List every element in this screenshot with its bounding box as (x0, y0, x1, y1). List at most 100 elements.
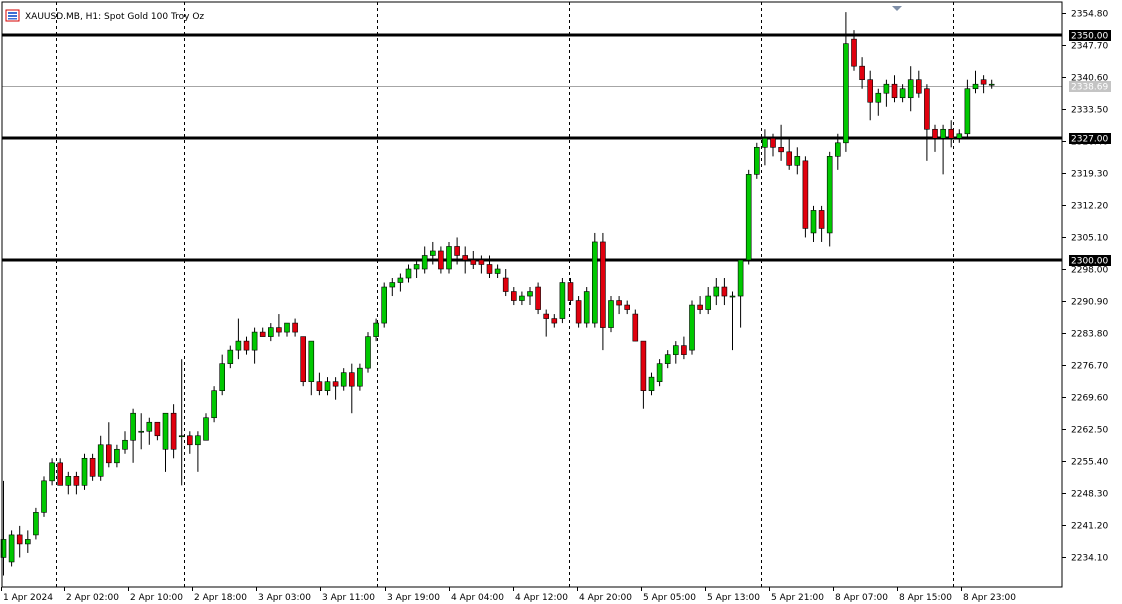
candle-body (940, 128, 946, 139)
candle (915, 70, 922, 98)
candle (616, 296, 622, 315)
candle (65, 471, 72, 495)
candle-body (308, 340, 315, 382)
candle-body (689, 304, 695, 351)
candle (348, 363, 355, 414)
candle (794, 147, 801, 175)
shift-marker-icon[interactable] (892, 6, 902, 11)
time-tick-label: 2 Apr 18:00 (194, 593, 247, 603)
candle (73, 471, 80, 495)
candle (567, 278, 574, 306)
candle (737, 259, 744, 328)
candle (656, 359, 663, 387)
candle (308, 340, 315, 396)
candle-body (413, 264, 420, 270)
candle-body (899, 88, 906, 99)
candle (964, 79, 971, 139)
candle-body (762, 137, 768, 148)
candle-body (365, 336, 371, 369)
candle-body (478, 259, 485, 265)
candle (284, 322, 290, 337)
candle (49, 458, 55, 486)
candle (154, 421, 161, 441)
candle (583, 287, 590, 328)
candle-body (146, 421, 153, 432)
candle-body (502, 277, 509, 292)
candle (389, 278, 396, 297)
price-tick-label: 2305.10 (1071, 234, 1108, 244)
candle-body (187, 435, 193, 446)
candle-body (583, 291, 590, 324)
candle (106, 422, 112, 468)
candle (843, 12, 849, 152)
candle-body (729, 295, 736, 298)
candle (251, 327, 258, 364)
candle (462, 246, 469, 274)
candle (834, 133, 841, 170)
candle-body (932, 128, 938, 139)
candle (527, 287, 533, 306)
candle (114, 444, 120, 468)
level-label-box (1069, 133, 1111, 144)
candle (956, 129, 963, 143)
candle-body (41, 480, 47, 513)
candle-body (397, 277, 404, 283)
candle-body (421, 255, 428, 270)
candle (89, 453, 96, 481)
time-tick-label: 8 Apr 15:00 (899, 593, 952, 603)
candle (664, 350, 671, 369)
candle-body (300, 336, 307, 382)
time-tick-label: 5 Apr 05:00 (643, 593, 696, 603)
candle-body (705, 295, 712, 310)
candle-body (357, 367, 363, 387)
candle-body (956, 133, 963, 139)
candle (770, 133, 776, 157)
candle (340, 368, 347, 391)
candle (316, 372, 323, 396)
price-tick-label: 2283.80 (1071, 330, 1108, 340)
candle (721, 278, 728, 306)
candle-body (154, 421, 161, 437)
candle (810, 205, 817, 242)
time-tick-label: 8 Apr 07:00 (835, 593, 888, 603)
candle (130, 408, 136, 463)
candle (227, 345, 234, 369)
horizontal-levels[interactable] (2, 33, 1062, 262)
candle (632, 309, 639, 342)
candle-body (462, 255, 469, 261)
candle-body (810, 210, 817, 234)
candle-body (389, 282, 396, 288)
candle (591, 232, 598, 328)
candle (397, 273, 404, 292)
candle (203, 413, 209, 441)
candle (494, 264, 501, 279)
candle-body (818, 210, 825, 229)
candle-body (454, 246, 460, 256)
candle-body (284, 322, 290, 333)
candle-body (802, 160, 809, 229)
price-axis: 2354.802347.702340.602333.502326.402319.… (1, 1, 1108, 588)
candle-body (276, 327, 282, 333)
price-tick-label: 2276.70 (1071, 362, 1108, 372)
candle-body (8, 534, 15, 563)
candle (575, 296, 582, 328)
time-tick-label: 8 Apr 23:00 (963, 593, 1016, 603)
candle-body (834, 142, 841, 157)
candle-body (567, 282, 574, 301)
candle-body (211, 390, 217, 419)
candle-body (138, 430, 144, 433)
candle-body (826, 156, 833, 234)
chart-symbol-icon[interactable] (5, 9, 20, 22)
candle-body (203, 417, 209, 441)
candle-body (81, 457, 88, 486)
candle-body (348, 372, 355, 387)
candle-body (648, 376, 655, 391)
candle-body (591, 241, 598, 324)
candle-body (373, 322, 379, 337)
time-tick-label: 2 Apr 10:00 (130, 593, 183, 603)
candle-body (89, 457, 96, 477)
level-labels: 2350.00 2327.00 2300.00 2338.69 (1069, 30, 1111, 267)
candle (276, 314, 282, 337)
candle (438, 246, 444, 274)
